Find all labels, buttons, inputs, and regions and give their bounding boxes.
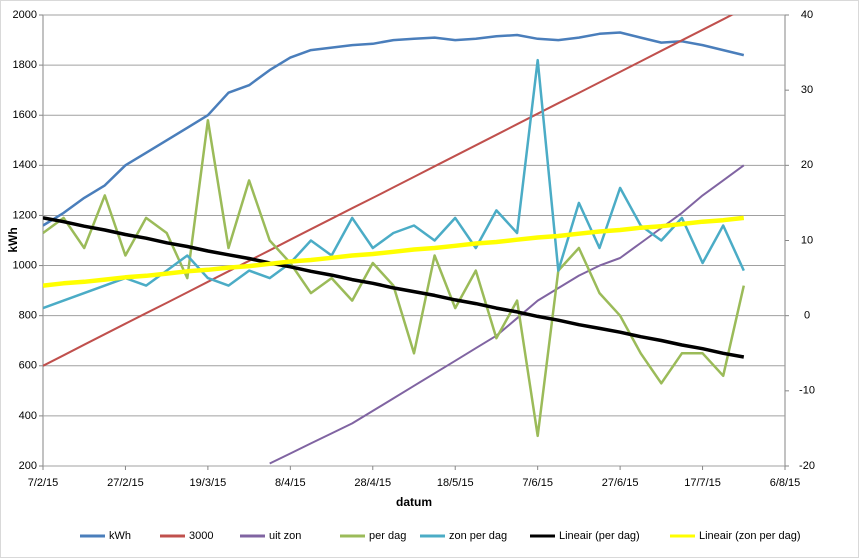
- y2-tick-label: -10: [799, 385, 815, 397]
- y-tick-label: 400: [19, 410, 37, 422]
- legend-label: uit zon: [269, 530, 301, 542]
- legend-label: 3000: [189, 530, 213, 542]
- x-tick-label: 7/2/15: [28, 477, 59, 489]
- x-axis-title: datum: [396, 495, 432, 509]
- y-tick-label: 1400: [13, 159, 37, 171]
- series-line: [43, 31, 745, 227]
- y-tick-label: 600: [19, 360, 37, 372]
- y-tick-label: 2000: [13, 9, 37, 21]
- y2-tick-label: 0: [804, 310, 810, 322]
- y-tick-label: 200: [19, 460, 37, 472]
- y-tick-label: 1600: [13, 109, 37, 121]
- y-axis-title: kWh: [6, 227, 20, 252]
- y-tick-label: 1000: [13, 259, 37, 271]
- y2-tick-label: 40: [801, 9, 813, 21]
- y2-tick-label: -20: [799, 460, 815, 472]
- x-tick-label: 6/8/15: [770, 477, 801, 489]
- x-tick-label: 27/6/15: [602, 477, 639, 489]
- legend-label: Lineair (zon per dag): [699, 530, 801, 542]
- series-line: [43, 215, 745, 288]
- y-tick-label: 1800: [13, 59, 37, 71]
- y-tick-label: 1200: [13, 209, 37, 221]
- x-tick-label: 17/7/15: [684, 477, 721, 489]
- x-tick-label: 8/4/15: [275, 477, 306, 489]
- y-tick-label: 800: [19, 310, 37, 322]
- legend-label: per dag: [369, 530, 406, 542]
- y2-tick-label: 20: [801, 159, 813, 171]
- plot-area: [43, 15, 746, 465]
- series-line: [43, 118, 746, 438]
- legend-label: Lineair (per dag): [559, 530, 640, 542]
- x-tick-label: 19/3/15: [190, 477, 227, 489]
- legend-label: zon per dag: [449, 530, 507, 542]
- x-tick-label: 28/4/15: [354, 477, 391, 489]
- x-tick-label: 27/2/15: [107, 477, 144, 489]
- grid: [39, 14, 789, 470]
- y2-tick-label: 10: [801, 234, 813, 246]
- series-line: [43, 15, 734, 367]
- x-tick-label: 7/6/15: [522, 477, 553, 489]
- legend-label: kWh: [109, 530, 131, 542]
- y2-tick-label: 30: [801, 84, 813, 96]
- x-tick-label: 18/5/15: [437, 477, 474, 489]
- series-line: [43, 216, 745, 359]
